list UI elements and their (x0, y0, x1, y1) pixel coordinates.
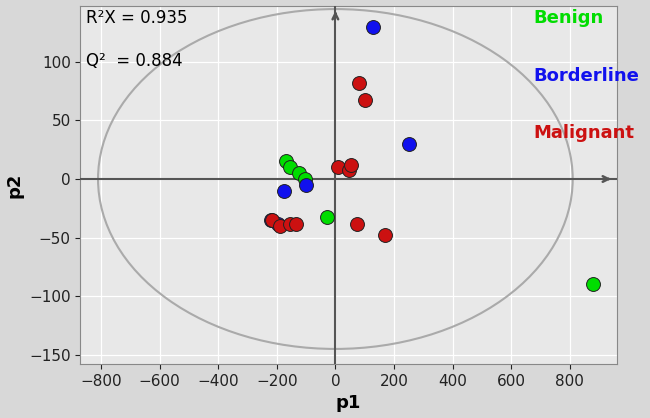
Point (266, 217, 276, 223)
Point (285, 220, 295, 227)
Point (274, 222, 285, 229)
Point (588, 281, 599, 288)
Text: Malignant: Malignant (534, 124, 634, 142)
Point (294, 170, 304, 176)
Y-axis label: p2: p2 (6, 172, 23, 198)
Point (267, 217, 278, 223)
Point (273, 220, 283, 227)
Point (380, 232, 391, 239)
Point (321, 213, 332, 220)
Text: Q²  = 0.884: Q² = 0.884 (86, 52, 183, 70)
Point (333, 164, 343, 171)
Point (352, 220, 363, 227)
Text: Benign: Benign (534, 9, 604, 27)
Point (300, 176, 310, 182)
Point (280, 158, 291, 165)
Text: R²X = 0.935: R²X = 0.935 (86, 9, 187, 27)
Text: Borderline: Borderline (534, 66, 640, 84)
Point (291, 220, 301, 227)
Point (301, 181, 311, 188)
Point (359, 97, 370, 104)
Point (279, 187, 289, 194)
Point (285, 164, 295, 171)
Point (354, 79, 364, 86)
Point (343, 166, 354, 173)
Point (346, 162, 357, 168)
X-axis label: p1: p1 (336, 395, 361, 413)
Point (404, 140, 414, 147)
Point (369, 23, 379, 30)
